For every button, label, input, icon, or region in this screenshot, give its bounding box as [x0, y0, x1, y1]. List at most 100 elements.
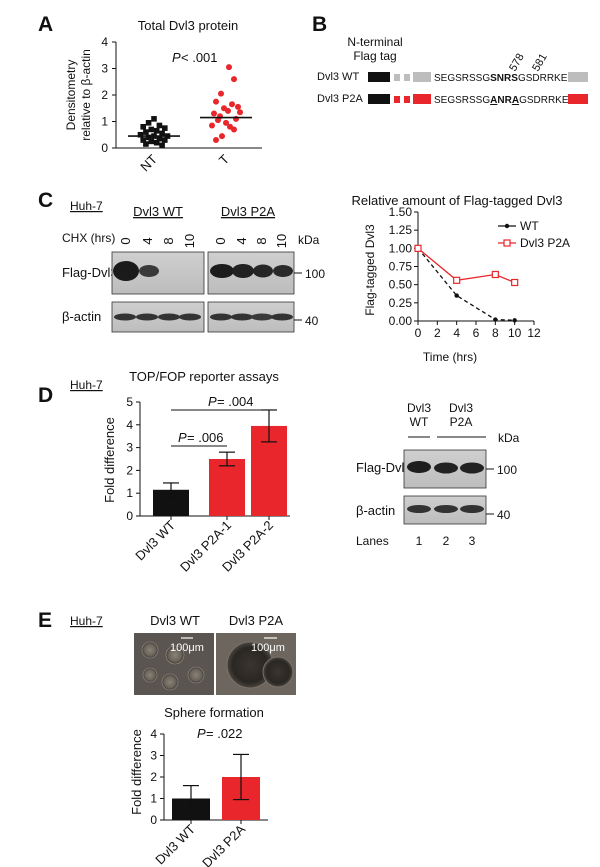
point-t [225, 107, 231, 114]
chx-time-label: 0 [213, 237, 228, 244]
panel-a-pvalue: < .001 [181, 50, 218, 65]
legend-wt-label: WT [520, 219, 539, 233]
point-t [209, 122, 215, 129]
chart-c-ytick-label: 1.25 [389, 223, 413, 237]
point-t [215, 117, 221, 124]
chx-time-label: 0 [118, 237, 133, 244]
wt-sequence: SEGSRSSGSNRSGSDRRKEK [434, 73, 574, 84]
wt-protein-block [413, 72, 431, 82]
panel-a-ytick-label: 2 [101, 88, 108, 102]
point-t [231, 76, 237, 83]
actin-mut-0h [210, 313, 232, 321]
blot-c-mw-100: 100 [305, 267, 325, 281]
blot-d-flag-label: Flag-Dvl3 [356, 460, 412, 475]
point-nt [143, 141, 149, 147]
blot-d-lane-3: 3 [469, 534, 476, 548]
scale-label-wt: 100μm [170, 642, 204, 654]
chart-c-ytick-label: 0.75 [389, 260, 413, 274]
point-t [226, 64, 232, 71]
chart-e-ytick-label: 2 [150, 770, 157, 784]
point-t [211, 110, 217, 117]
point-t [223, 119, 229, 126]
point-nt [159, 142, 165, 149]
wt-dash-2 [404, 74, 410, 81]
point-t [237, 109, 243, 116]
chart-c-ytick-label: 1.50 [389, 205, 413, 219]
chart-c-xlabel: Time (hrs) [423, 350, 477, 364]
chart-c-title: Relative amount of Flag-tagged Dvl3 [351, 193, 562, 208]
chart-c-ylabel: Flag-tagged Dvl3 [363, 224, 377, 316]
chart-c-ytick-label: 0.00 [389, 314, 413, 328]
panel-a-ylabel-1: Densitometry [64, 60, 78, 131]
point-t [235, 103, 241, 110]
chart-c-xtick-label: 8 [492, 326, 499, 340]
series-line-p2a [417, 247, 515, 284]
actin-mut-8h [251, 313, 273, 321]
panel-a-category-label: NT [137, 151, 160, 174]
point-nt [153, 127, 160, 134]
point-nt [156, 122, 163, 129]
blot-d-mw-40: 40 [497, 508, 511, 522]
chart-e-ytick-label: 4 [150, 727, 157, 741]
point-t [213, 98, 219, 105]
point-t [213, 137, 219, 144]
point-nt [151, 116, 157, 122]
legend-p2a-marker [503, 239, 511, 247]
mut-flag-tag-block [368, 94, 390, 104]
blot-d-lane-1: 1 [416, 534, 423, 548]
legend-wt-marker [504, 223, 510, 229]
wt-dash-1 [394, 74, 400, 81]
sphere-mut-2 [262, 656, 294, 688]
sphere-wt-4 [161, 673, 179, 691]
mut-sequence: SEGSRSSGANRAGSDRRKEK [434, 95, 576, 106]
mut-dash-2 [404, 96, 410, 103]
chart-c-xtick-label: 2 [434, 326, 441, 340]
blot-d-mut-line1: Dvl3 [449, 401, 473, 415]
point-nt [145, 134, 152, 141]
blot-d-band-lane1 [407, 461, 431, 473]
point-nt [159, 130, 165, 137]
series-point-wt [512, 318, 517, 323]
panel-a-ytick-label: 0 [101, 141, 108, 155]
panel-d: D Huh-7 TOP/FOP reporter assays Fold dif… [38, 369, 520, 575]
chart-d-ytick-label: 3 [126, 441, 133, 455]
panel-label-c: C [38, 189, 53, 212]
point-nt [156, 135, 163, 142]
blot-d-kda: kDa [498, 431, 520, 445]
band-mut-8h [253, 264, 273, 278]
chart-e-ylabel: Fold difference [129, 729, 144, 815]
sphere-wt-5 [187, 666, 205, 684]
chart-c-xtick-label: 10 [508, 326, 522, 340]
mut-protein-block-end [568, 94, 588, 104]
chart-c-ytick-label: 1.00 [389, 241, 413, 255]
band-mut-10h [273, 265, 293, 277]
residue-578: 578 [507, 52, 527, 74]
blot-d-band-lane2 [434, 462, 458, 474]
chart-d-p2-symbol: P [208, 394, 217, 409]
legend-p2a-label: Dvl3 P2A [520, 236, 570, 250]
chart-d-ytick-label: 2 [126, 463, 133, 477]
chart-c-ytick-label: 0.50 [389, 278, 413, 292]
panel-a-category-label: T [216, 151, 232, 167]
series-point-wt [493, 317, 498, 322]
blot-d-wt-line2: WT [410, 415, 429, 429]
chx-time-label: 4 [140, 237, 155, 244]
chx-time-label: 10 [182, 234, 197, 248]
chx-time-label: 10 [274, 234, 289, 248]
flag-tag-label-1: N-terminal [347, 35, 402, 49]
point-nt [162, 125, 168, 131]
scale-label-mut: 100μm [251, 642, 285, 654]
panel-a-ytick-label: 3 [101, 62, 108, 76]
chart-e-category-label: Dvl3 WT [152, 821, 198, 867]
panel-a: A Total Dvl3 protein Densitometry relati… [38, 13, 262, 174]
chx-label: CHX (hrs) [62, 231, 115, 245]
point-nt [140, 137, 146, 143]
chart-e-ytick-label: 3 [150, 749, 157, 763]
point-nt [145, 120, 152, 126]
chart-e-category-label: Dvl3 P2A [199, 821, 248, 867]
blot-c-mut-header: Dvl3 P2A [221, 204, 276, 219]
point-t [229, 101, 235, 108]
blot-c-flag-label: Flag-Dvl3 [62, 265, 118, 280]
chart-d-ytick-label: 4 [126, 418, 133, 432]
chx-time-label: 8 [161, 237, 176, 244]
